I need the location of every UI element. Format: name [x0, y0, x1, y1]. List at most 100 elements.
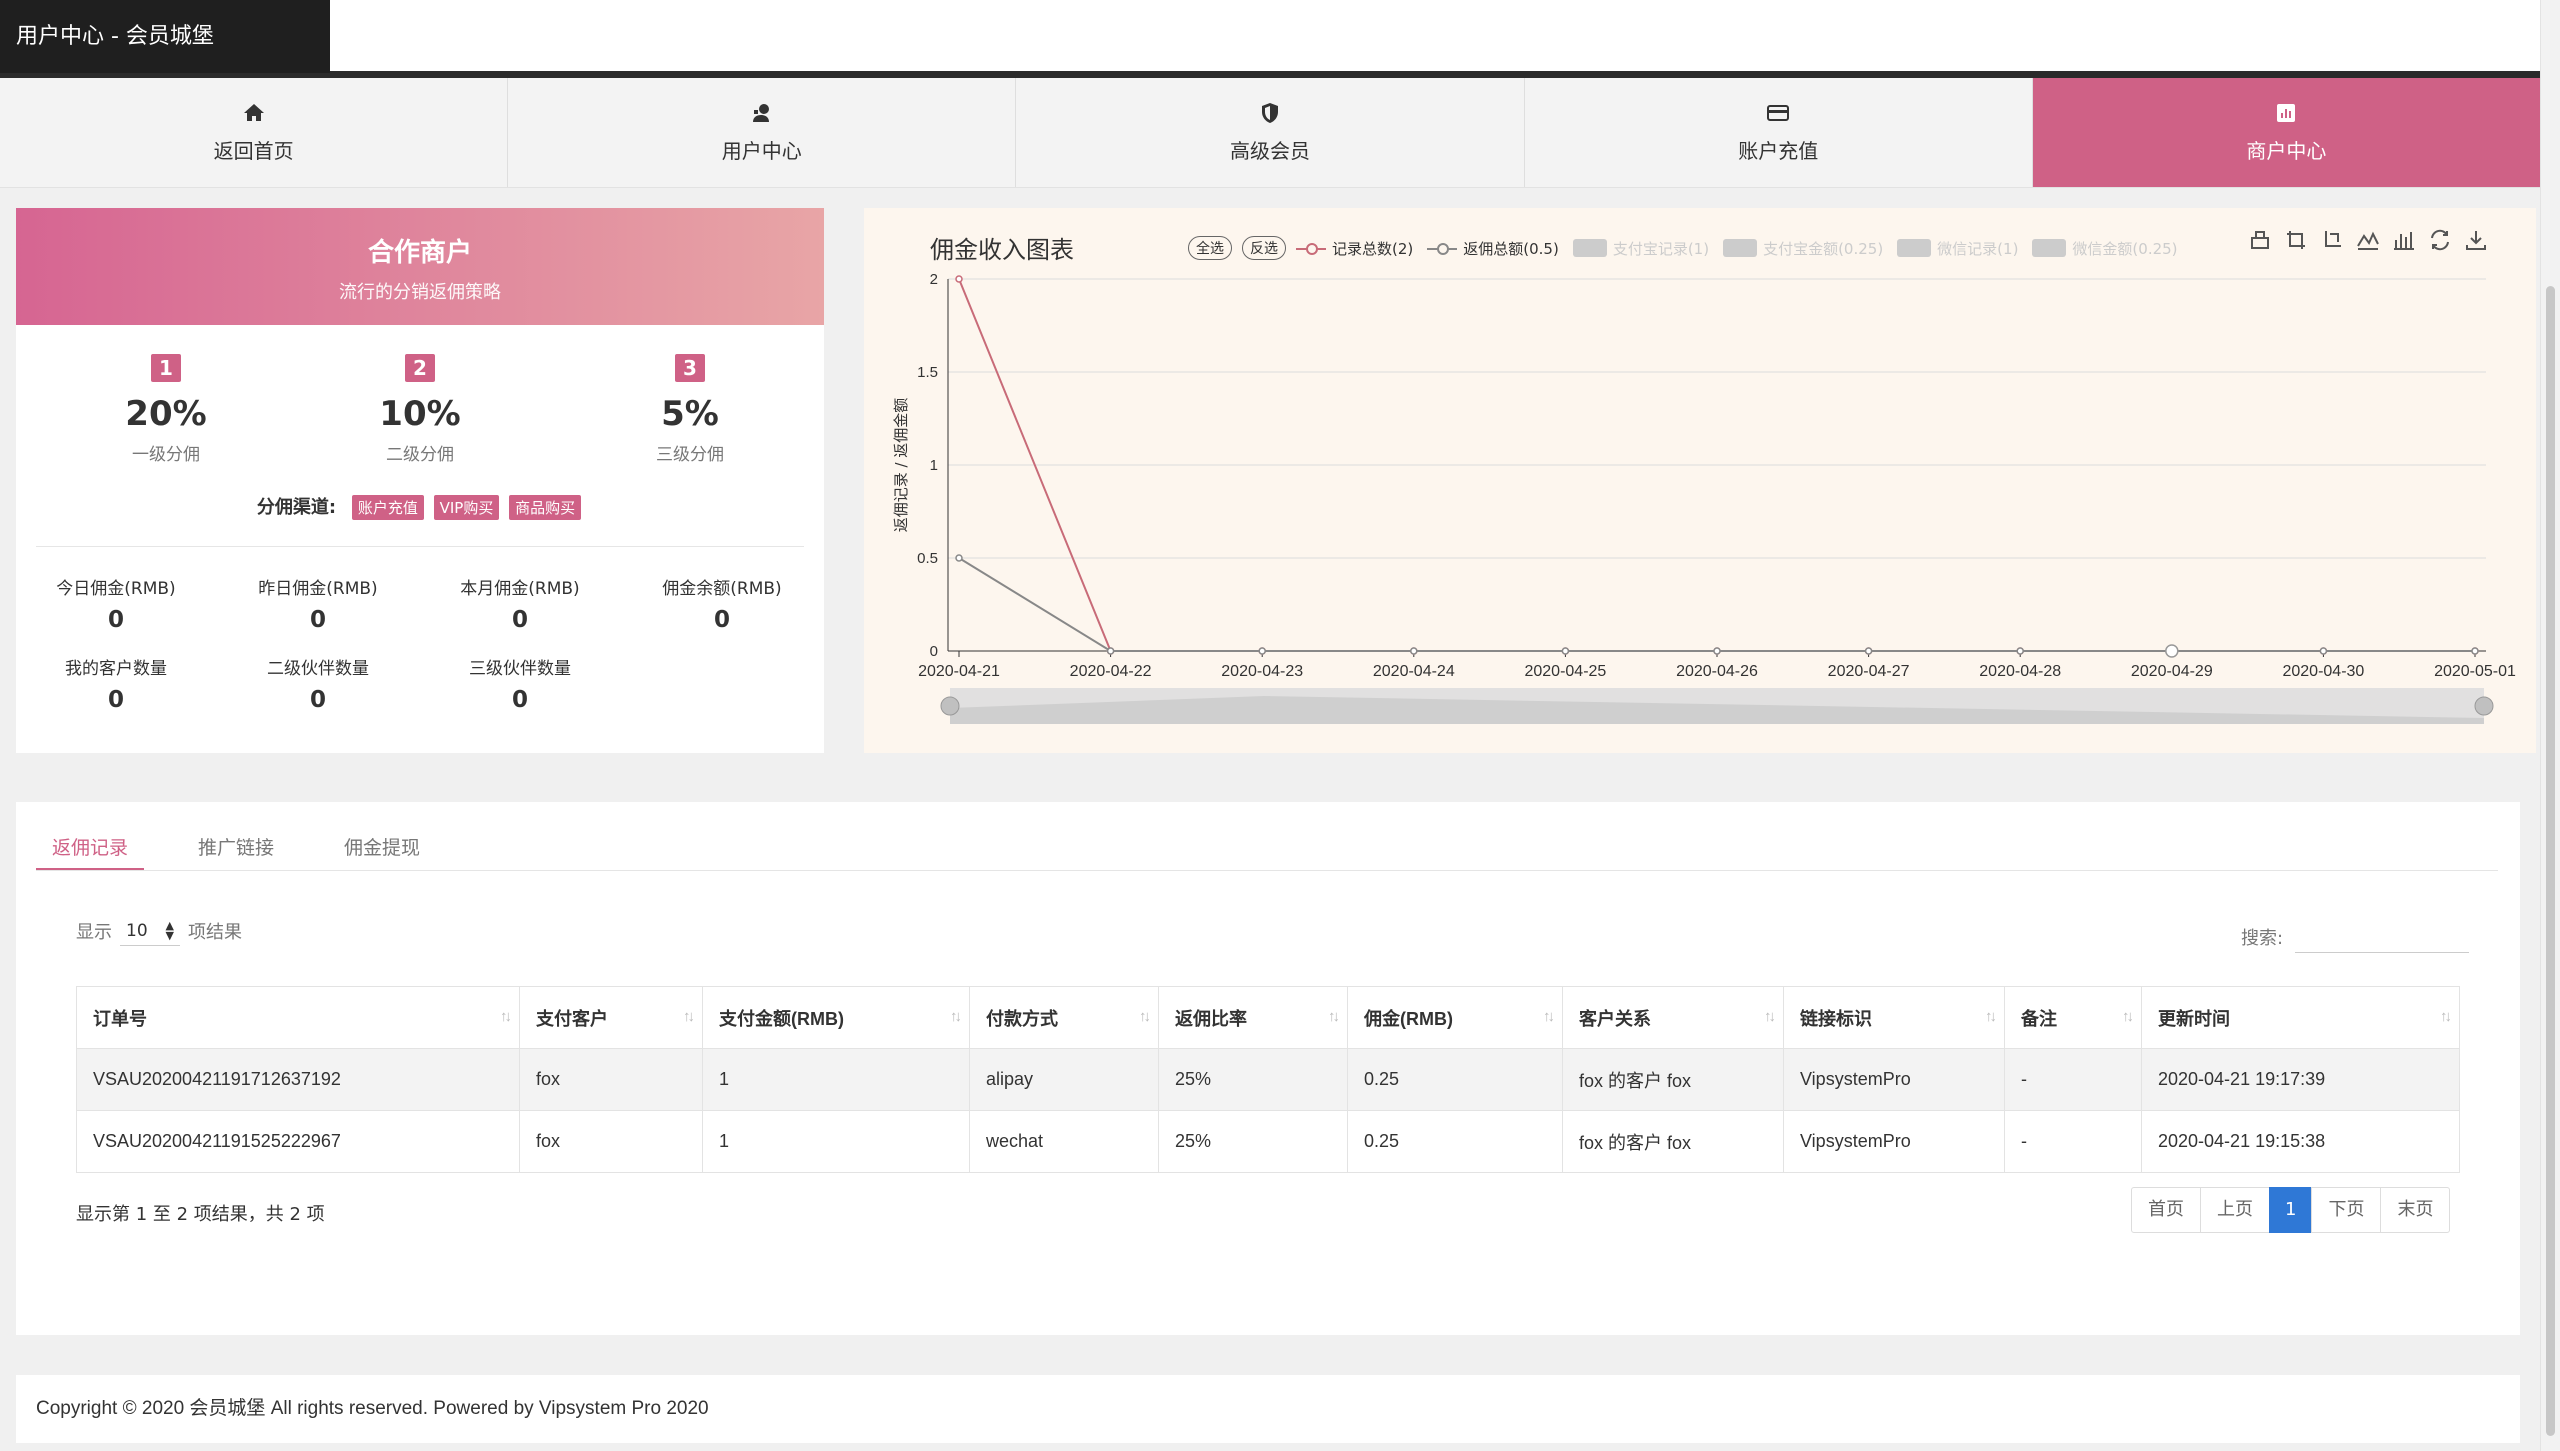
- merchant-title: 合作商户: [367, 238, 472, 268]
- stat-label: 佣金余额(RMB): [662, 579, 782, 599]
- column-header-order-no[interactable]: 订单号 ↑↓: [76, 986, 520, 1049]
- stat-yesterday-commission: 昨日佣金(RMB) 0: [218, 574, 418, 633]
- stat-value: 0: [107, 607, 124, 633]
- nav-item-premium[interactable]: 高级会员: [1016, 78, 1525, 187]
- tier-label: 二级分佣: [386, 445, 454, 465]
- x-tick-label: 2020-04-22: [1070, 663, 1152, 680]
- stat-today-commission: 今日佣金(RMB) 0: [16, 574, 216, 633]
- series-line: [958, 557, 2475, 652]
- pager-next-button[interactable]: 下页: [2311, 1187, 2382, 1233]
- data-zoom-slider[interactable]: [940, 688, 2494, 724]
- table-search: 搜索:: [2241, 920, 2470, 953]
- stat-value: 0: [309, 607, 326, 633]
- column-header-commission[interactable]: 佣金(RMB) ↑↓: [1347, 986, 1563, 1049]
- sort-icon: ↑↓: [2122, 1008, 2134, 1025]
- main-nav: 返回首页 用户中心 高级会员 账户充值 商户中心: [0, 78, 2541, 188]
- bar-type-icon[interactable]: [2392, 228, 2416, 252]
- search-label: 搜索:: [2241, 927, 2284, 949]
- zoom-reset-icon[interactable]: [2320, 228, 2344, 252]
- legend-item-wechat-amount[interactable]: 微信金额(0.25): [2032, 238, 2178, 259]
- zoom-icon[interactable]: [2284, 228, 2308, 252]
- nav-item-merchant-center[interactable]: 商户中心: [2032, 78, 2541, 187]
- tier-number: 3: [675, 354, 705, 382]
- download-icon[interactable]: [2464, 228, 2488, 252]
- refresh-icon[interactable]: [2428, 228, 2452, 252]
- tab-promotion-links[interactable]: 推广链接: [198, 837, 275, 859]
- data-point: [2319, 647, 2328, 655]
- commission-chart-card: 0 0.5 1 1.5 2 返佣记录 / 返佣金额 2020-04-21 2020-04-22…: [864, 208, 2536, 753]
- legend-select-all-button[interactable]: 全选: [1188, 236, 1232, 260]
- line-type-icon[interactable]: [2356, 228, 2380, 252]
- cell-payment-method: alipay: [969, 1048, 1159, 1111]
- sort-icon: ↑↓: [500, 1008, 512, 1025]
- shield-icon: [1262, 103, 1278, 123]
- nav-item-label: 账户充值: [1738, 139, 1819, 163]
- cell-commission: 0.25: [1347, 1048, 1563, 1111]
- tier-1: 1 20% 一级分佣: [56, 354, 276, 465]
- column-header-payment-method[interactable]: 付款方式 ↑↓: [969, 986, 1159, 1049]
- user-center-icon: [752, 104, 769, 122]
- x-tick-label: 2020-04-30: [2282, 663, 2364, 680]
- column-header-commission-rate[interactable]: 返佣比率 ↑↓: [1158, 986, 1348, 1049]
- data-point: [1258, 647, 1266, 655]
- page-length-select[interactable]: 10 ▲ ▼: [120, 916, 180, 946]
- cell-commission: 0.25: [1347, 1110, 1563, 1173]
- legend-marker: [1572, 239, 1607, 257]
- nav-item-user-center[interactable]: 用户中心: [508, 78, 1017, 187]
- tab-commission-records[interactable]: 返佣记录: [36, 828, 145, 870]
- sort-icon: ↑↓: [1139, 1008, 1151, 1025]
- pager-first-button[interactable]: 首页: [2131, 1187, 2201, 1233]
- scrollbar-thumb[interactable]: [2546, 286, 2555, 1436]
- pager-page-1-button[interactable]: 1: [2269, 1187, 2313, 1233]
- column-header-label: 支付客户: [536, 1008, 608, 1029]
- table-row[interactable]: VSAU20200421191712637192 fox 1 alipay 25…: [76, 1048, 2460, 1111]
- legend-item-wechat-records[interactable]: 微信记录(1): [1897, 238, 2018, 259]
- column-header-payer[interactable]: 支付客户 ↑↓: [519, 986, 703, 1049]
- header-blank-area: [330, 0, 2540, 71]
- tier-2: 2 10% 二级分佣: [310, 354, 530, 465]
- column-header-label: 佣金(RMB): [1364, 1008, 1453, 1029]
- column-header-updated-at[interactable]: 更新时间 ↑↓: [2141, 986, 2460, 1049]
- updown-arrows-icon: ▲ ▼: [165, 918, 174, 942]
- legend-item-records[interactable]: 记录总数(2): [1296, 238, 1413, 259]
- legend-invert-button[interactable]: 反选: [1242, 236, 1286, 260]
- merchant-subtitle: 流行的分销返佣策略: [339, 282, 501, 303]
- column-header-relationship[interactable]: 客户关系 ↑↓: [1562, 986, 1784, 1049]
- cell-link-tag: VipsystemPro: [1783, 1048, 2005, 1111]
- pager-last-button[interactable]: 末页: [2380, 1187, 2451, 1233]
- sort-icon: ↑↓: [2440, 1008, 2452, 1025]
- legend-marker: [2032, 239, 2067, 257]
- legend-marker: [1296, 241, 1326, 255]
- length-suffix: 项结果: [188, 922, 242, 943]
- cell-payer: fox: [519, 1048, 703, 1111]
- y-tick-label: 2: [930, 271, 938, 288]
- channel-tag: 账户充值: [351, 495, 424, 520]
- nav-item-home[interactable]: 返回首页: [0, 78, 509, 187]
- legend-item-commission-total[interactable]: 返佣总额(0.5): [1427, 238, 1559, 259]
- search-input[interactable]: [2295, 920, 2470, 953]
- channels-label: 分佣渠道:: [256, 497, 337, 518]
- nav-item-recharge[interactable]: 账户充值: [1525, 78, 2033, 187]
- data-point: [1561, 647, 1570, 655]
- table-icon[interactable]: [2248, 228, 2272, 252]
- table-row[interactable]: VSAU20200421191525222967 fox 1 wechat 25…: [76, 1110, 2460, 1173]
- legend-item-alipay-amount[interactable]: 支付宝金额(0.25): [1723, 238, 1883, 259]
- column-header-label: 备注: [2021, 1008, 2057, 1029]
- tier-percentage: 5%: [661, 394, 719, 434]
- nav-item-label: 高级会员: [1230, 139, 1310, 163]
- nav-item-label: 用户中心: [721, 139, 802, 163]
- column-header-link-tag[interactable]: 链接标识 ↑↓: [1783, 986, 2005, 1049]
- legend-item-alipay-records[interactable]: 支付宝记录(1): [1572, 238, 1709, 259]
- nav-item-label: 商户中心: [2246, 139, 2327, 163]
- tab-commission-withdraw[interactable]: 佣金提现: [344, 837, 421, 859]
- cell-payer: fox: [519, 1110, 703, 1173]
- column-header-amount[interactable]: 支付金额(RMB) ↑↓: [702, 986, 970, 1049]
- pager-prev-button[interactable]: 上页: [2200, 1187, 2270, 1233]
- column-header-remark[interactable]: 备注 ↑↓: [2004, 986, 2142, 1049]
- stat-label: 今日佣金(RMB): [56, 579, 176, 599]
- bar-chart-icon: [2277, 104, 2296, 122]
- legend-label: 微信记录(1): [1937, 239, 2019, 258]
- cell-link-tag: VipsystemPro: [1783, 1110, 2005, 1173]
- legend-marker: [1723, 239, 1758, 257]
- stat-label: 我的客户数量: [65, 659, 167, 679]
